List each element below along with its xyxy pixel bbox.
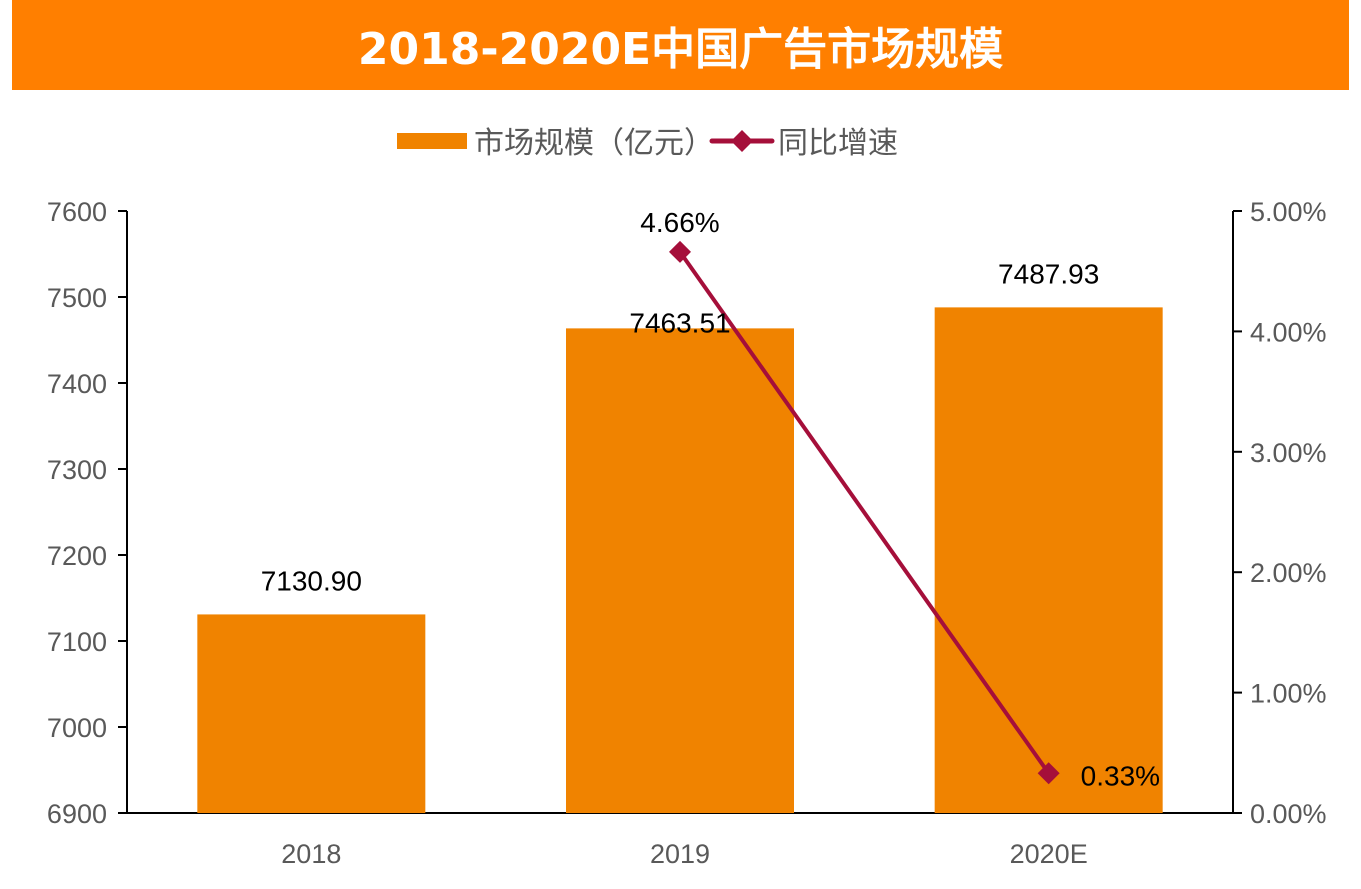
growth-data-label: 0.33% <box>1081 760 1160 791</box>
bar-data-label: 7487.93 <box>998 258 1099 289</box>
bar-2020E <box>934 307 1163 813</box>
bar-2019 <box>566 328 794 813</box>
right-tick-label: 1.00% <box>1250 679 1327 709</box>
bar-data-label: 7463.51 <box>629 307 730 338</box>
x-tick-label: 2019 <box>650 839 710 869</box>
left-tick-label: 7600 <box>47 197 107 227</box>
left-tick-label: 7500 <box>47 283 107 313</box>
left-tick-label: 7200 <box>47 541 107 571</box>
right-tick-label: 3.00% <box>1250 438 1327 468</box>
legend-bar-swatch <box>397 133 467 149</box>
bar-data-label: 7130.90 <box>261 565 362 596</box>
left-tick-label: 6900 <box>47 799 107 829</box>
growth-marker-2019 <box>669 240 691 263</box>
right-tick-label: 0.00% <box>1250 799 1327 829</box>
growth-marker-2020E <box>1037 762 1060 785</box>
growth-data-label: 4.66% <box>640 207 719 238</box>
chart-title-bar: 2018-2020E中国广告市场规模 <box>12 0 1349 90</box>
chart-title: 2018-2020E中国广告市场规模 <box>357 24 1004 75</box>
x-tick-label: 2020E <box>1010 839 1088 869</box>
right-tick-label: 4.00% <box>1250 317 1327 347</box>
left-tick-label: 7300 <box>47 455 107 485</box>
x-tick-label: 2018 <box>281 839 341 869</box>
legend-line-label: 同比增速 <box>778 126 898 161</box>
legend-diamond-icon <box>731 130 753 152</box>
legend-bar-label: 市场规模（亿元） <box>474 126 714 161</box>
left-tick-label: 7100 <box>47 627 107 657</box>
right-tick-label: 5.00% <box>1250 197 1327 227</box>
bar-2018 <box>197 614 426 813</box>
growth-line <box>678 250 1051 775</box>
right-tick-label: 2.00% <box>1250 558 1327 588</box>
left-tick-label: 7400 <box>47 369 107 399</box>
left-tick-label: 7000 <box>47 713 107 743</box>
